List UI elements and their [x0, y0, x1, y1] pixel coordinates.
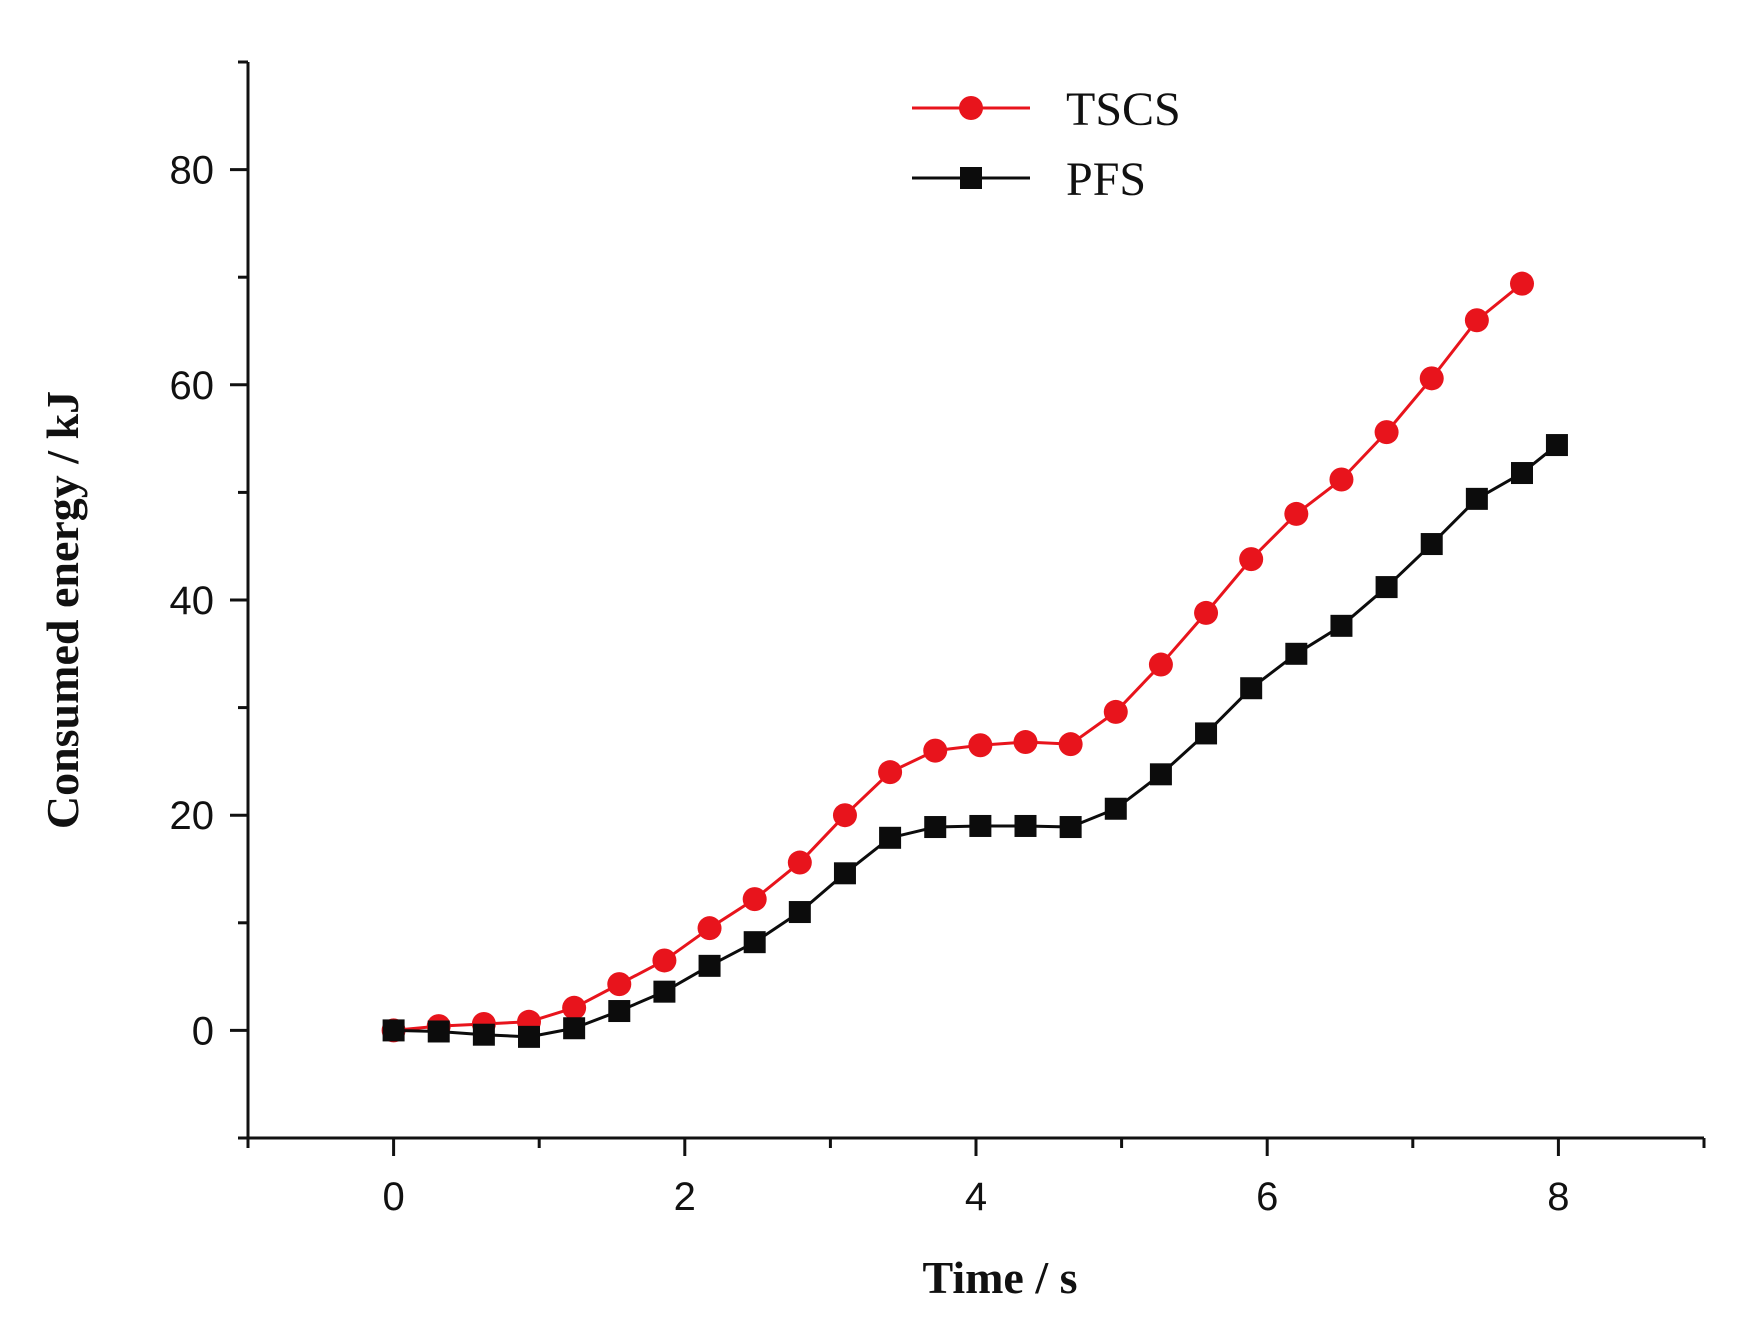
data-point-tscs: [607, 972, 632, 997]
data-point-tscs: [832, 803, 857, 828]
data-point-pfs: [1104, 797, 1127, 820]
series-line-tscs: [393, 271, 1524, 1032]
data-point-tscs: [697, 916, 722, 941]
data-point-pfs: [1330, 614, 1353, 637]
data-point-tscs: [968, 733, 993, 758]
data-point-tscs: [1284, 501, 1309, 526]
data-point-pfs: [653, 980, 676, 1003]
x-axis-title: Time / s: [922, 1252, 1077, 1303]
data-point-tscs: [562, 995, 587, 1020]
data-point-tscs: [923, 738, 948, 763]
y-tick-labels: 0 20 40 60 80: [170, 149, 215, 1054]
data-point-tscs: [1239, 547, 1264, 572]
data-point-pfs: [833, 862, 856, 885]
y-tick-label: 60: [170, 364, 215, 408]
data-point-pfs: [608, 1000, 631, 1023]
axes: [230, 60, 1706, 1156]
data-point-pfs: [1375, 576, 1398, 599]
data-point-pfs: [472, 1023, 495, 1046]
data-point-pfs: [924, 816, 947, 839]
data-point-pfs: [1465, 487, 1488, 510]
data-point-tscs: [1103, 699, 1128, 724]
x-tick-label: 8: [1547, 1175, 1569, 1219]
legend-marker-pfs: [960, 167, 982, 189]
legend: TSCS PFS: [912, 83, 1181, 206]
data-point-pfs: [427, 1020, 450, 1043]
data-point-pfs: [879, 826, 902, 849]
legend-label-tscs: TSCS: [1066, 83, 1181, 136]
y-tick-label: 20: [170, 794, 215, 838]
data-point-pfs: [1420, 533, 1443, 556]
series-layer: [381, 271, 1568, 1048]
data-point-tscs: [787, 850, 812, 875]
data-point-tscs: [1329, 467, 1354, 492]
data-point-pfs: [563, 1017, 586, 1040]
data-point-tscs: [652, 948, 677, 973]
y-tick-label: 40: [170, 579, 215, 623]
data-point-pfs: [698, 954, 721, 977]
x-tick-labels: 0 2 4 6 8: [382, 1175, 1569, 1219]
data-point-pfs: [1240, 677, 1263, 700]
data-point-pfs: [1195, 722, 1218, 745]
legend-item-tscs: TSCS: [912, 83, 1181, 136]
data-point-pfs: [1149, 763, 1172, 786]
legend-item-pfs: PFS: [912, 153, 1146, 206]
data-point-pfs: [1511, 462, 1533, 485]
y-axis-title: Consumed energy / kJ: [37, 391, 88, 829]
data-point-tscs: [1419, 366, 1444, 391]
data-point-pfs: [382, 1019, 405, 1042]
series-tscs: [381, 271, 1534, 1043]
data-point-pfs: [1285, 642, 1308, 665]
y-tick-label: 80: [170, 149, 215, 193]
data-point-tscs: [1194, 600, 1219, 625]
data-point-pfs: [743, 931, 766, 954]
x-tick-label: 0: [382, 1175, 404, 1219]
data-point-pfs: [1059, 816, 1082, 839]
x-tick-label: 6: [1256, 1175, 1278, 1219]
legend-label-pfs: PFS: [1066, 153, 1146, 206]
data-point-tscs: [1510, 271, 1534, 296]
data-point-tscs: [1464, 308, 1489, 333]
data-point-pfs: [788, 901, 811, 924]
x-tick-label: 4: [965, 1175, 987, 1219]
data-point-tscs: [742, 887, 767, 912]
data-point-pfs: [1014, 814, 1037, 837]
y-tick-label: 0: [192, 1009, 214, 1053]
data-point-pfs: [1545, 434, 1568, 457]
x-tick-label: 2: [674, 1175, 696, 1219]
data-point-tscs: [1374, 420, 1399, 445]
data-point-tscs: [1058, 732, 1083, 757]
data-point-tscs: [1148, 652, 1173, 677]
data-point-tscs: [1013, 730, 1038, 755]
legend-marker-tscs: [959, 96, 983, 120]
data-point-pfs: [969, 814, 992, 837]
series-pfs: [382, 434, 1568, 1048]
data-point-pfs: [518, 1025, 541, 1048]
data-point-tscs: [878, 760, 903, 785]
series-line-pfs: [393, 437, 1567, 1039]
